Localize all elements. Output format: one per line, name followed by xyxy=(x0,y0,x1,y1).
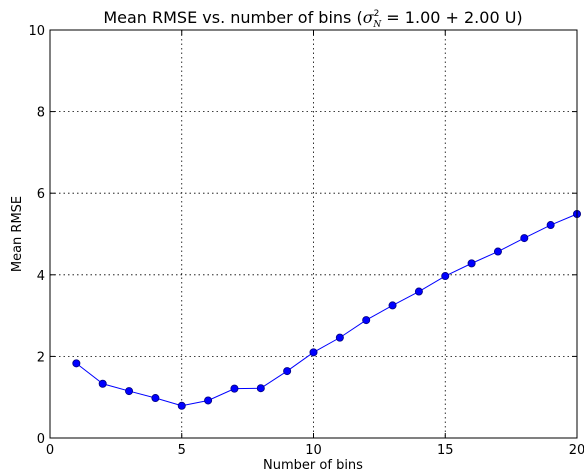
y-tick-label: 10 xyxy=(28,24,45,39)
data-point xyxy=(467,259,476,268)
x-tick-label: 5 xyxy=(178,443,186,458)
data-point xyxy=(388,301,397,310)
data-point xyxy=(125,387,134,396)
data-point xyxy=(441,272,450,281)
title-subscript: N xyxy=(372,20,382,30)
data-point xyxy=(151,394,160,403)
data-point xyxy=(546,221,555,230)
data-point xyxy=(362,316,371,325)
y-tick-label: 8 xyxy=(37,106,45,121)
x-tick-label: 15 xyxy=(437,443,454,458)
series-line xyxy=(76,213,578,407)
y-axis-label: Mean RMSE xyxy=(10,196,25,272)
y-tick-label: 2 xyxy=(37,350,45,365)
x-tick-label: 10 xyxy=(305,443,322,458)
x-tick-label: 0 xyxy=(46,443,54,458)
x-axis-label: Number of bins xyxy=(263,458,363,473)
data-point xyxy=(230,384,239,393)
y-tick-label: 0 xyxy=(37,432,45,447)
data-point xyxy=(414,287,423,296)
data-point xyxy=(204,396,213,405)
data-point xyxy=(335,333,344,342)
title-superscript: 2 xyxy=(374,9,380,19)
title-suffix: = 1.00 + 2.00 U) xyxy=(381,8,522,27)
tick-labels: 0 5 10 15 20 0 2 4 6 8 10 xyxy=(28,24,584,458)
plot-frame xyxy=(49,29,578,439)
data-point xyxy=(98,379,107,388)
data-point xyxy=(72,359,81,368)
data-series xyxy=(72,210,582,410)
data-point xyxy=(520,234,529,243)
y-tick-label: 4 xyxy=(37,269,45,284)
data-point xyxy=(256,384,265,393)
title-sigma: σ xyxy=(363,8,375,27)
y-tick-label: 6 xyxy=(37,187,45,202)
x-tick-label: 20 xyxy=(569,443,584,458)
chart-title: Mean RMSE vs. number of bins (σ2 N = 1.00… xyxy=(103,8,522,30)
data-point xyxy=(177,401,186,410)
grid xyxy=(50,30,577,438)
data-point xyxy=(309,348,318,357)
data-point xyxy=(283,367,292,376)
data-point xyxy=(493,247,502,256)
